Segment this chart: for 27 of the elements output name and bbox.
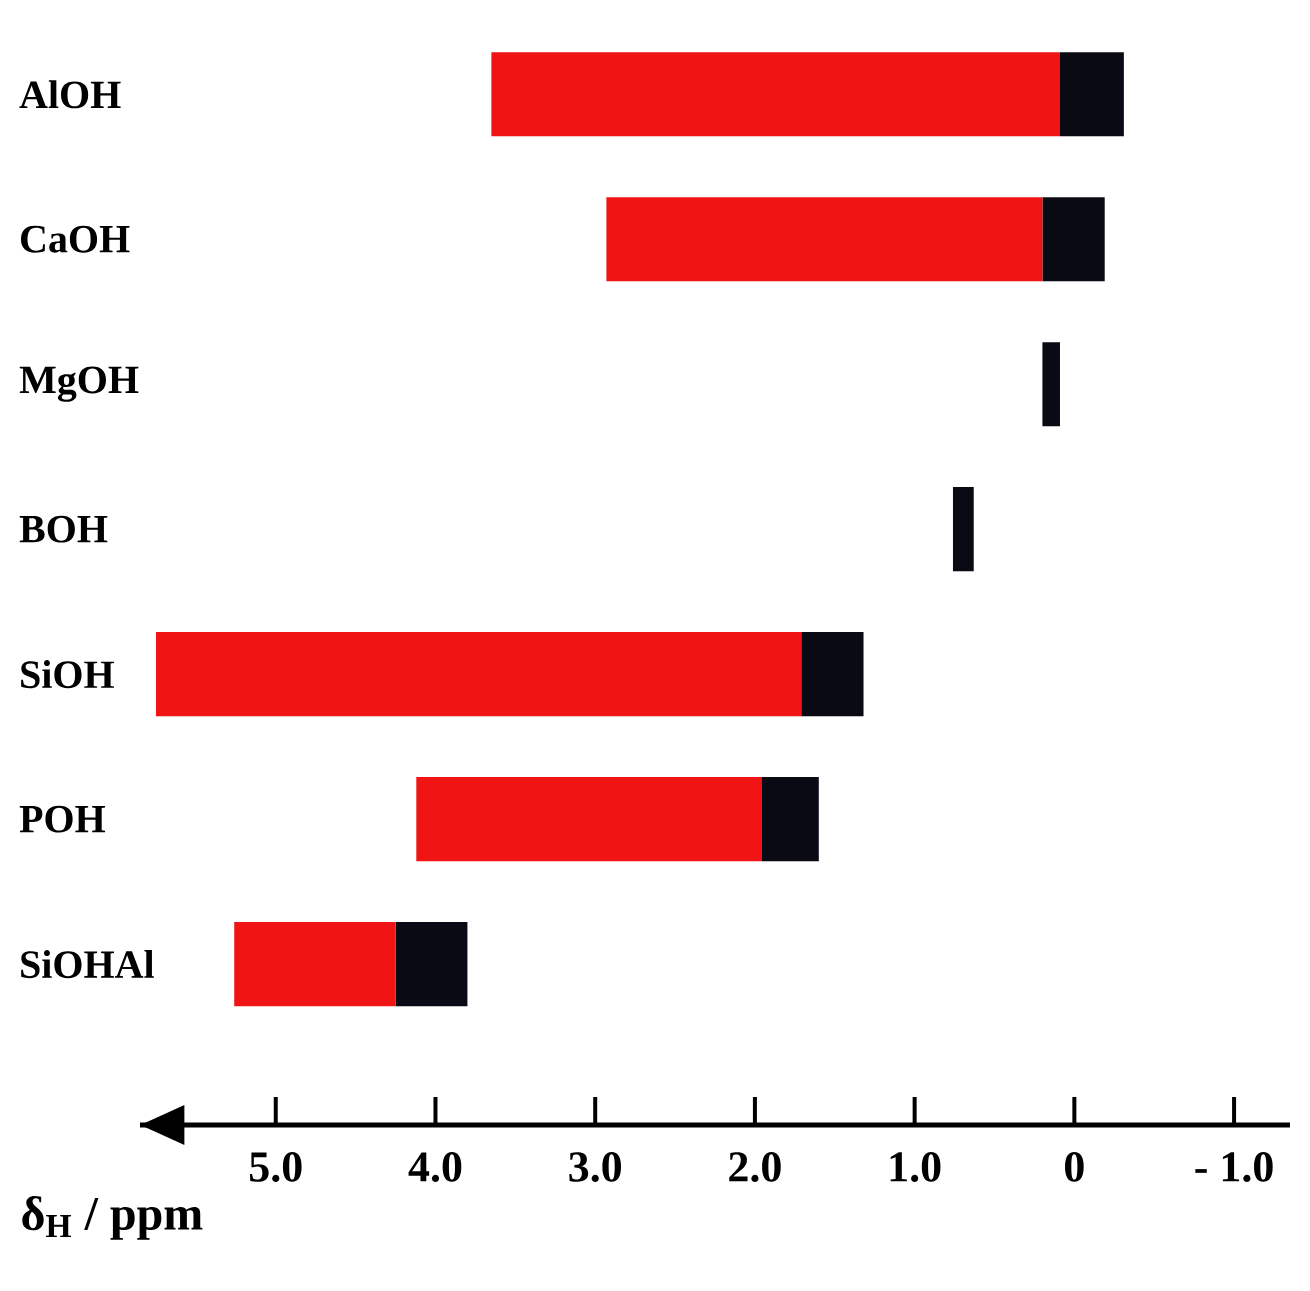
bar xyxy=(801,632,864,717)
bar xyxy=(234,922,396,1007)
bar xyxy=(395,922,468,1007)
x-tick-label: 2.0 xyxy=(729,1152,781,1182)
x-tick-label: 3.0 xyxy=(569,1152,622,1182)
bar xyxy=(491,52,1060,137)
x-tick-label: 5.0 xyxy=(250,1152,302,1182)
bar xyxy=(1042,197,1105,282)
y-tick-label: CaOH xyxy=(21,225,130,253)
bar xyxy=(416,777,762,862)
bar xyxy=(761,777,819,862)
y-tick-label: MgOH xyxy=(19,366,139,402)
bar xyxy=(1059,52,1124,137)
x-tick-label: - 1.0 xyxy=(1195,1152,1273,1182)
bar xyxy=(1042,342,1060,427)
bar xyxy=(155,632,802,717)
y-tick-label: POH xyxy=(19,805,106,833)
y-tick-label: SiOHAl xyxy=(21,950,154,979)
x-tick-label: 0 xyxy=(1065,1152,1084,1182)
bar xyxy=(606,197,1043,282)
y-tick-label: BOH xyxy=(19,515,108,543)
x-axis-title: δ$_{H}$ / ppm xyxy=(22,1196,203,1240)
y-tick-label: SiOH xyxy=(21,660,114,689)
x-tick-label: 4.0 xyxy=(408,1152,462,1182)
bar xyxy=(952,487,974,572)
x-tick-label: 1.0 xyxy=(890,1152,941,1182)
y-tick-label: AlOH xyxy=(19,80,121,109)
